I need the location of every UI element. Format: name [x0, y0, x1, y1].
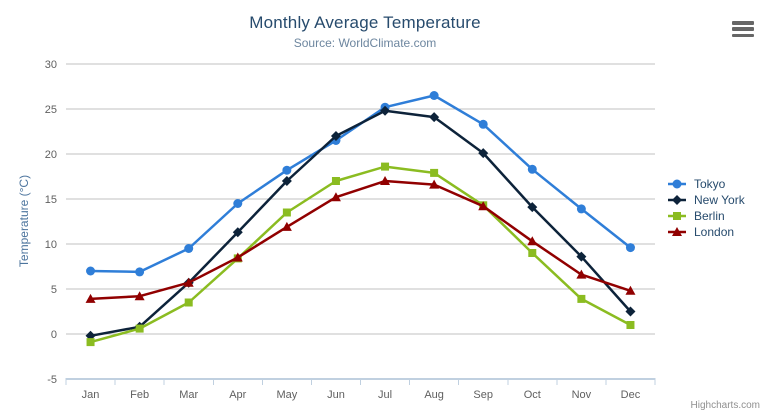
series-line-london [89, 179, 632, 301]
data-point-london[interactable] [183, 277, 194, 287]
legend-marker-shape [672, 227, 682, 236]
legend-label: Berlin [694, 209, 725, 223]
x-axis-label: Jan [82, 389, 100, 401]
x-axis-label: Mar [179, 389, 198, 401]
data-point-tokyo[interactable] [429, 91, 439, 100]
legend-label: London [694, 225, 735, 239]
legend-marker-square-icon [668, 212, 686, 220]
series-line-berlin [89, 165, 632, 344]
data-point-london[interactable] [576, 269, 587, 279]
data-point-london[interactable] [625, 285, 636, 295]
data-point-london[interactable] [527, 236, 538, 246]
x-axis-label: Nov [572, 389, 592, 401]
legend: Tokyo New York Berlin London [667, 176, 745, 240]
data-point-new-york[interactable] [380, 105, 391, 116]
legend-label: New York [694, 193, 745, 207]
legend-marker-shape [673, 212, 681, 220]
data-point-berlin[interactable] [331, 177, 340, 185]
data-point-tokyo[interactable] [86, 266, 96, 276]
legend-label: Tokyo [694, 177, 726, 191]
data-point-tokyo[interactable] [282, 165, 292, 175]
x-axis-label: Jul [378, 389, 392, 401]
data-point-berlin[interactable] [184, 298, 193, 307]
y-axis-label: -5 [47, 374, 57, 386]
data-point-berlin[interactable] [135, 324, 144, 333]
y-axis-label: 15 [45, 194, 57, 206]
y-axis-label: 5 [51, 284, 57, 296]
data-point-tokyo[interactable] [233, 199, 243, 208]
y-axis-label: 30 [45, 59, 57, 71]
legend-item-new-york[interactable]: New York [667, 192, 745, 208]
data-point-london[interactable] [478, 201, 489, 211]
data-point-berlin[interactable] [282, 208, 291, 217]
data-point-new-york[interactable] [281, 176, 292, 186]
y-axis-label: 10 [45, 239, 57, 251]
x-axis-label: Jun [327, 389, 345, 401]
hamburger-icon [732, 33, 754, 37]
data-point-new-york[interactable] [478, 148, 489, 159]
y-axis-title: Temperature (°C) [17, 175, 31, 267]
data-point-new-york[interactable] [625, 306, 636, 317]
series-line-new-york [89, 109, 632, 338]
data-point-tokyo[interactable] [576, 204, 586, 214]
data-point-london[interactable] [281, 221, 292, 231]
data-point-tokyo[interactable] [527, 164, 537, 174]
highcharts-credit[interactable]: Highcharts.com [690, 400, 760, 411]
y-axis-label: 0 [51, 329, 57, 341]
data-point-london[interactable] [85, 293, 96, 303]
x-axis-label: Aug [424, 389, 444, 401]
data-point-berlin[interactable] [381, 162, 390, 171]
legend-item-berlin[interactable]: Berlin [667, 208, 745, 224]
data-point-london[interactable] [232, 252, 243, 262]
legend-marker-shape [672, 195, 682, 205]
legend-marker-shape [672, 179, 682, 189]
x-axis-label: Oct [524, 389, 541, 401]
x-axis-label: Dec [621, 389, 641, 401]
chart-title: Monthly Average Temperature [249, 13, 481, 32]
hamburger-icon [732, 27, 754, 31]
data-point-london[interactable] [134, 291, 145, 301]
data-point-new-york[interactable] [576, 251, 587, 262]
series-line-tokyo [89, 94, 632, 274]
data-point-new-york[interactable] [330, 131, 341, 141]
legend-item-tokyo[interactable]: Tokyo [667, 176, 745, 192]
x-axis-label: Apr [229, 389, 246, 401]
data-point-tokyo[interactable] [625, 243, 635, 253]
data-point-new-york[interactable] [232, 227, 243, 238]
data-point-london[interactable] [330, 192, 341, 202]
data-point-berlin[interactable] [577, 294, 586, 303]
data-point-berlin[interactable] [626, 321, 635, 329]
data-point-new-york[interactable] [527, 202, 538, 213]
data-point-tokyo[interactable] [478, 119, 488, 129]
x-axis-label: May [276, 389, 297, 401]
legend-marker-circle-icon [668, 179, 686, 189]
data-point-tokyo[interactable] [184, 244, 194, 253]
x-axis-label: Sep [473, 389, 493, 401]
data-point-new-york[interactable] [429, 112, 440, 123]
data-point-tokyo[interactable] [135, 267, 145, 277]
chart-subtitle: Source: WorldClimate.com [293, 36, 437, 50]
data-point-london[interactable] [380, 176, 391, 185]
hamburger-icon [732, 21, 754, 25]
legend-item-london[interactable]: London [667, 224, 745, 240]
legend-marker-diamond-icon [668, 195, 686, 205]
data-point-berlin[interactable] [430, 168, 439, 177]
data-point-london[interactable] [429, 179, 440, 189]
x-axis-label: Feb [130, 389, 149, 401]
legend-marker-triangle-icon [668, 227, 686, 236]
data-point-berlin[interactable] [528, 249, 537, 257]
y-axis-label: 25 [45, 104, 57, 116]
export-menu-button[interactable] [732, 21, 754, 37]
y-axis-label: 20 [45, 149, 57, 161]
data-point-berlin[interactable] [86, 338, 95, 347]
